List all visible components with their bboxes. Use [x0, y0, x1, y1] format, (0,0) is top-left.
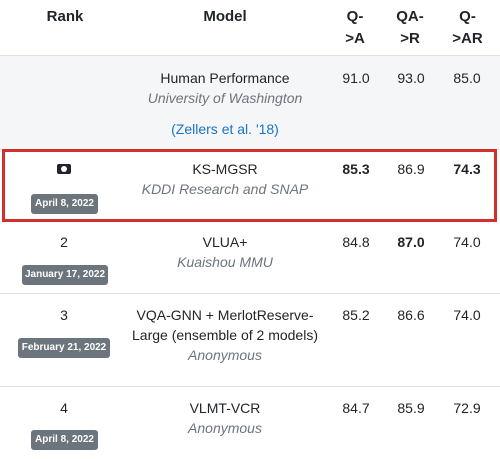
- human-qar-score: 93.0: [397, 70, 425, 86]
- model-name-line1: VQA-GNN + MerlotReserve-: [136, 307, 314, 323]
- submission-date-badge: January 17, 2022: [22, 265, 108, 285]
- qar-score: 85.9: [397, 400, 425, 416]
- header-qa-to-r-line1: QA-: [396, 8, 424, 25]
- highlight-box: [2, 149, 497, 222]
- header-model[interactable]: Model: [203, 8, 247, 25]
- qar-score: 86.6: [397, 307, 425, 323]
- model-institution: Kuaishou MMU: [177, 254, 273, 270]
- header-q-to-a[interactable]: Q- >A: [330, 6, 380, 50]
- header-q-to-ar[interactable]: Q- >AR: [440, 6, 495, 50]
- human-performance-row: [0, 56, 500, 149]
- qtoar-score: 74.3: [453, 161, 481, 177]
- rank-number: 2: [60, 234, 68, 250]
- header-qa-to-r[interactable]: QA- >R: [385, 6, 435, 50]
- model-name: KS-MGSR: [192, 161, 258, 177]
- qar-score: 87.0: [397, 234, 425, 250]
- model-institution: Anonymous: [188, 347, 262, 363]
- model-name-line2: Large (ensemble of 2 models): [132, 327, 318, 343]
- human-qtoar-score: 85.0: [453, 70, 481, 86]
- row-divider: [0, 293, 500, 294]
- ribbon-badge-icon: [57, 164, 71, 174]
- model-name: VLMT-VCR: [189, 400, 261, 416]
- header-q-to-ar-line2: >AR: [452, 30, 483, 47]
- qar-score: 86.9: [397, 161, 425, 177]
- header-q-to-a-line2: >A: [345, 30, 365, 47]
- model-name: VLUA+: [202, 234, 248, 250]
- header-qa-to-r-line2: >R: [400, 30, 420, 47]
- qa-score: 84.7: [342, 400, 370, 416]
- row-divider: [0, 386, 500, 387]
- qa-score: 85.3: [342, 161, 370, 177]
- qtoar-score: 72.9: [453, 400, 481, 416]
- submission-date-badge: April 8, 2022: [31, 194, 98, 214]
- qtoar-score: 74.0: [453, 234, 481, 250]
- qa-score: 84.8: [342, 234, 370, 250]
- submission-date-badge: April 8, 2022: [31, 430, 98, 450]
- human-performance-name: Human Performance: [160, 70, 290, 86]
- header-q-to-ar-line1: Q-: [459, 8, 476, 25]
- human-performance-institution: University of Washington: [147, 90, 303, 106]
- model-institution: KDDI Research and SNAP: [141, 181, 309, 197]
- human-qa-score: 91.0: [342, 70, 370, 86]
- header-q-to-a-line1: Q-: [346, 8, 364, 25]
- zellers-citation-link[interactable]: (Zellers et al. '18): [171, 121, 279, 137]
- header-rank[interactable]: Rank: [46, 8, 84, 25]
- rank-number: 4: [60, 400, 68, 416]
- submission-date-badge: February 21, 2022: [18, 338, 110, 358]
- model-institution: Anonymous: [188, 420, 262, 436]
- rank-number: 3: [60, 307, 68, 323]
- header-divider: [0, 55, 500, 56]
- qa-score: 85.2: [342, 307, 370, 323]
- qtoar-score: 74.0: [453, 307, 481, 323]
